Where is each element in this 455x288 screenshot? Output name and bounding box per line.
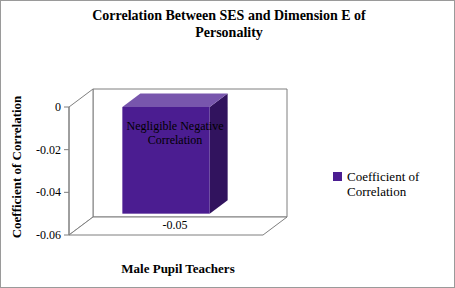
side-wall — [69, 89, 93, 235]
legend-swatch — [333, 172, 342, 181]
legend: Coefficient of Correlation — [333, 169, 439, 199]
y-tick — [64, 235, 69, 236]
y-axis-label: Coefficient of Correlation — [9, 95, 24, 238]
data-label: -0.05 — [163, 218, 188, 232]
y-tick — [64, 192, 69, 193]
title: Correlation Between SES and Dimension E … — [59, 7, 399, 41]
plot-svg: 0 -0.02 -0.04 -0.06 Coefficient of Correlati… — [1, 1, 454, 287]
x-tick-label: Male Pupil Teachers — [121, 261, 234, 276]
bar-group — [122, 94, 227, 214]
y-tick-label: 0 — [55, 100, 61, 114]
y-axis-line — [69, 107, 70, 235]
y-tick-label: -0.02 — [36, 143, 61, 157]
y-tick — [64, 149, 69, 150]
legend-label: Coefficient of Correlation — [347, 169, 439, 199]
y-tick-label: -0.04 — [36, 185, 61, 199]
bar-top — [122, 94, 227, 108]
y-tick-label: -0.06 — [36, 228, 61, 242]
back-wall — [93, 89, 287, 217]
bars — [122, 94, 227, 214]
bar-side — [210, 94, 228, 214]
annotation: Negligible Negative Correlation — [113, 119, 237, 147]
legend-entry: Coefficient of Correlation — [333, 169, 439, 199]
floor — [69, 217, 287, 235]
y-tick — [64, 107, 69, 108]
chart: 0 -0.02 -0.04 -0.06 Coefficient of Correlati… — [0, 0, 455, 288]
